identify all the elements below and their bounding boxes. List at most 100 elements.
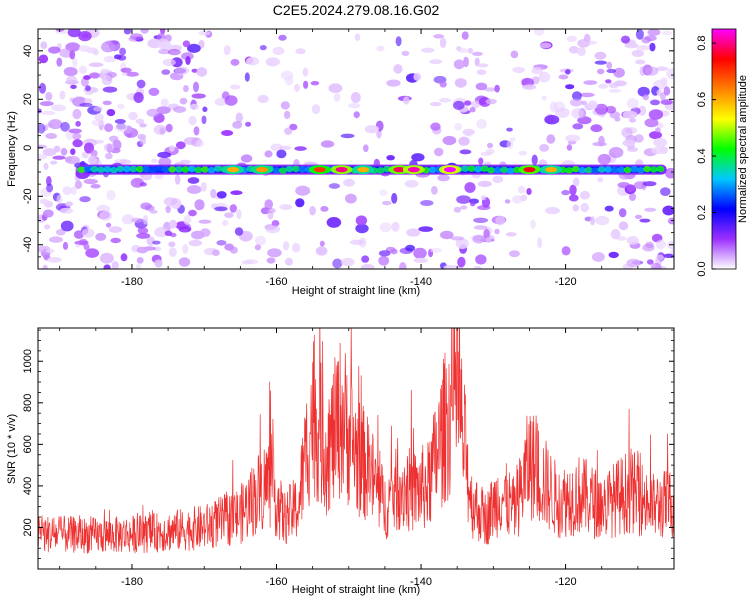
heatmap-cell [636,45,650,51]
heatmap-cell [572,204,580,212]
heatmap-cell [198,30,211,36]
heatmap-cell [154,227,169,238]
signal-band-cell [630,165,639,173]
heatmap-cell [39,198,49,205]
heatmap-cell [245,121,252,127]
signal-band-cell [155,165,164,172]
heatmap-cell [188,239,203,247]
signal-band-cell [129,165,138,173]
heatmap-cell [580,204,588,209]
signal-band-cell [474,166,483,173]
heatmap-cell [45,248,55,254]
signal-band-cell [90,166,99,173]
heatmap-cell [66,75,78,85]
heatmap-cell [620,35,631,44]
heatmap-cell [594,60,607,65]
x-tick-label: -180 [121,276,143,288]
heatmap-cell [311,104,321,115]
heatmap-cell [340,257,355,267]
heatmap-cell [45,133,57,139]
heatmap-cell [212,249,220,256]
heatmap-cell [453,206,462,213]
heatmap-cell [264,150,273,158]
heatmap-cell [666,68,674,80]
heatmap-cell [402,96,410,105]
heatmap-cell [229,84,241,90]
heatmap-cell [577,47,586,57]
heatmap-cell [46,183,54,193]
heatmap-cell [483,228,490,239]
heatmap-cell [340,133,355,139]
y-tick-label: 0 [22,145,34,151]
heatmap-cell [406,228,421,237]
heatmap-cell [651,146,665,155]
signal-band-cell [83,165,92,173]
signal-band-cell [584,166,593,174]
y-tick-label: 200 [22,518,34,536]
heatmap-cell [626,258,641,268]
x-tick-label: -160 [265,576,287,588]
heatmap-cell [257,94,269,104]
heatmap-cell [45,91,53,101]
heatmap-cell [71,186,77,195]
heatmap-cell [165,205,171,214]
heatmap-cell [56,57,63,67]
heatmap-cell [345,193,357,204]
heatmap-cell [110,237,121,244]
heatmap-cell [214,206,228,212]
heatmap-blobs [38,29,674,269]
heatmap-cell [167,48,181,56]
heatmap-cell [644,118,659,128]
heatmap-cell [49,160,58,165]
signal-band-cell [500,166,509,173]
heatmap-cell [85,248,100,258]
signal-band-cell [122,165,131,173]
heatmap-cell [101,41,116,53]
heatmap-cell [320,206,329,212]
heatmap-cell [289,123,298,131]
heatmap-cell [478,157,484,165]
signal-peak [227,167,240,173]
heatmap-cell [121,214,135,225]
heatmap-cell [74,240,89,245]
heatmap-cell [131,217,143,223]
heatmap-cell [455,238,469,250]
heatmap-cell [378,250,391,257]
heatmap-cell [140,29,149,34]
heatmap-cell [395,36,402,47]
heatmap-cell [165,123,173,133]
heatmap-cell [348,103,361,109]
heatmap-cell [437,174,450,182]
heatmap-cell [135,118,145,125]
heatmap-cell [160,98,169,107]
y-tick-label: 20 [22,93,34,105]
heatmap-cell [230,190,243,195]
signal-band-cell [135,166,144,173]
heatmap-cell [487,142,493,149]
heatmap-cell [579,92,595,98]
heatmap-cell [279,204,293,210]
heatmap-cell [454,123,463,131]
heatmap-cell [157,151,172,158]
heatmap-cell [158,157,172,167]
heatmap-cell [62,186,73,196]
heatmap-cell [381,200,392,206]
heatmap-cell [232,121,243,129]
heatmap-cell [235,112,243,123]
heatmap-cell [117,55,127,61]
signal-band-cell [649,166,658,173]
heatmap-cell [492,175,504,183]
snr-series-line [38,328,674,554]
heatmap-cell [271,220,280,227]
heatmap-cell [309,205,316,216]
heatmap-cell [210,188,217,199]
heatmap-cell [598,83,609,89]
signal-band-cell [493,166,502,174]
heatmap-cell [608,147,624,158]
heatmap-cell [475,82,488,91]
heatmap-cell [539,42,552,49]
heatmap-cell [472,234,486,244]
heatmap-cell [653,137,668,148]
y-tick-label: 800 [22,394,34,412]
heatmap-cell [56,228,66,236]
